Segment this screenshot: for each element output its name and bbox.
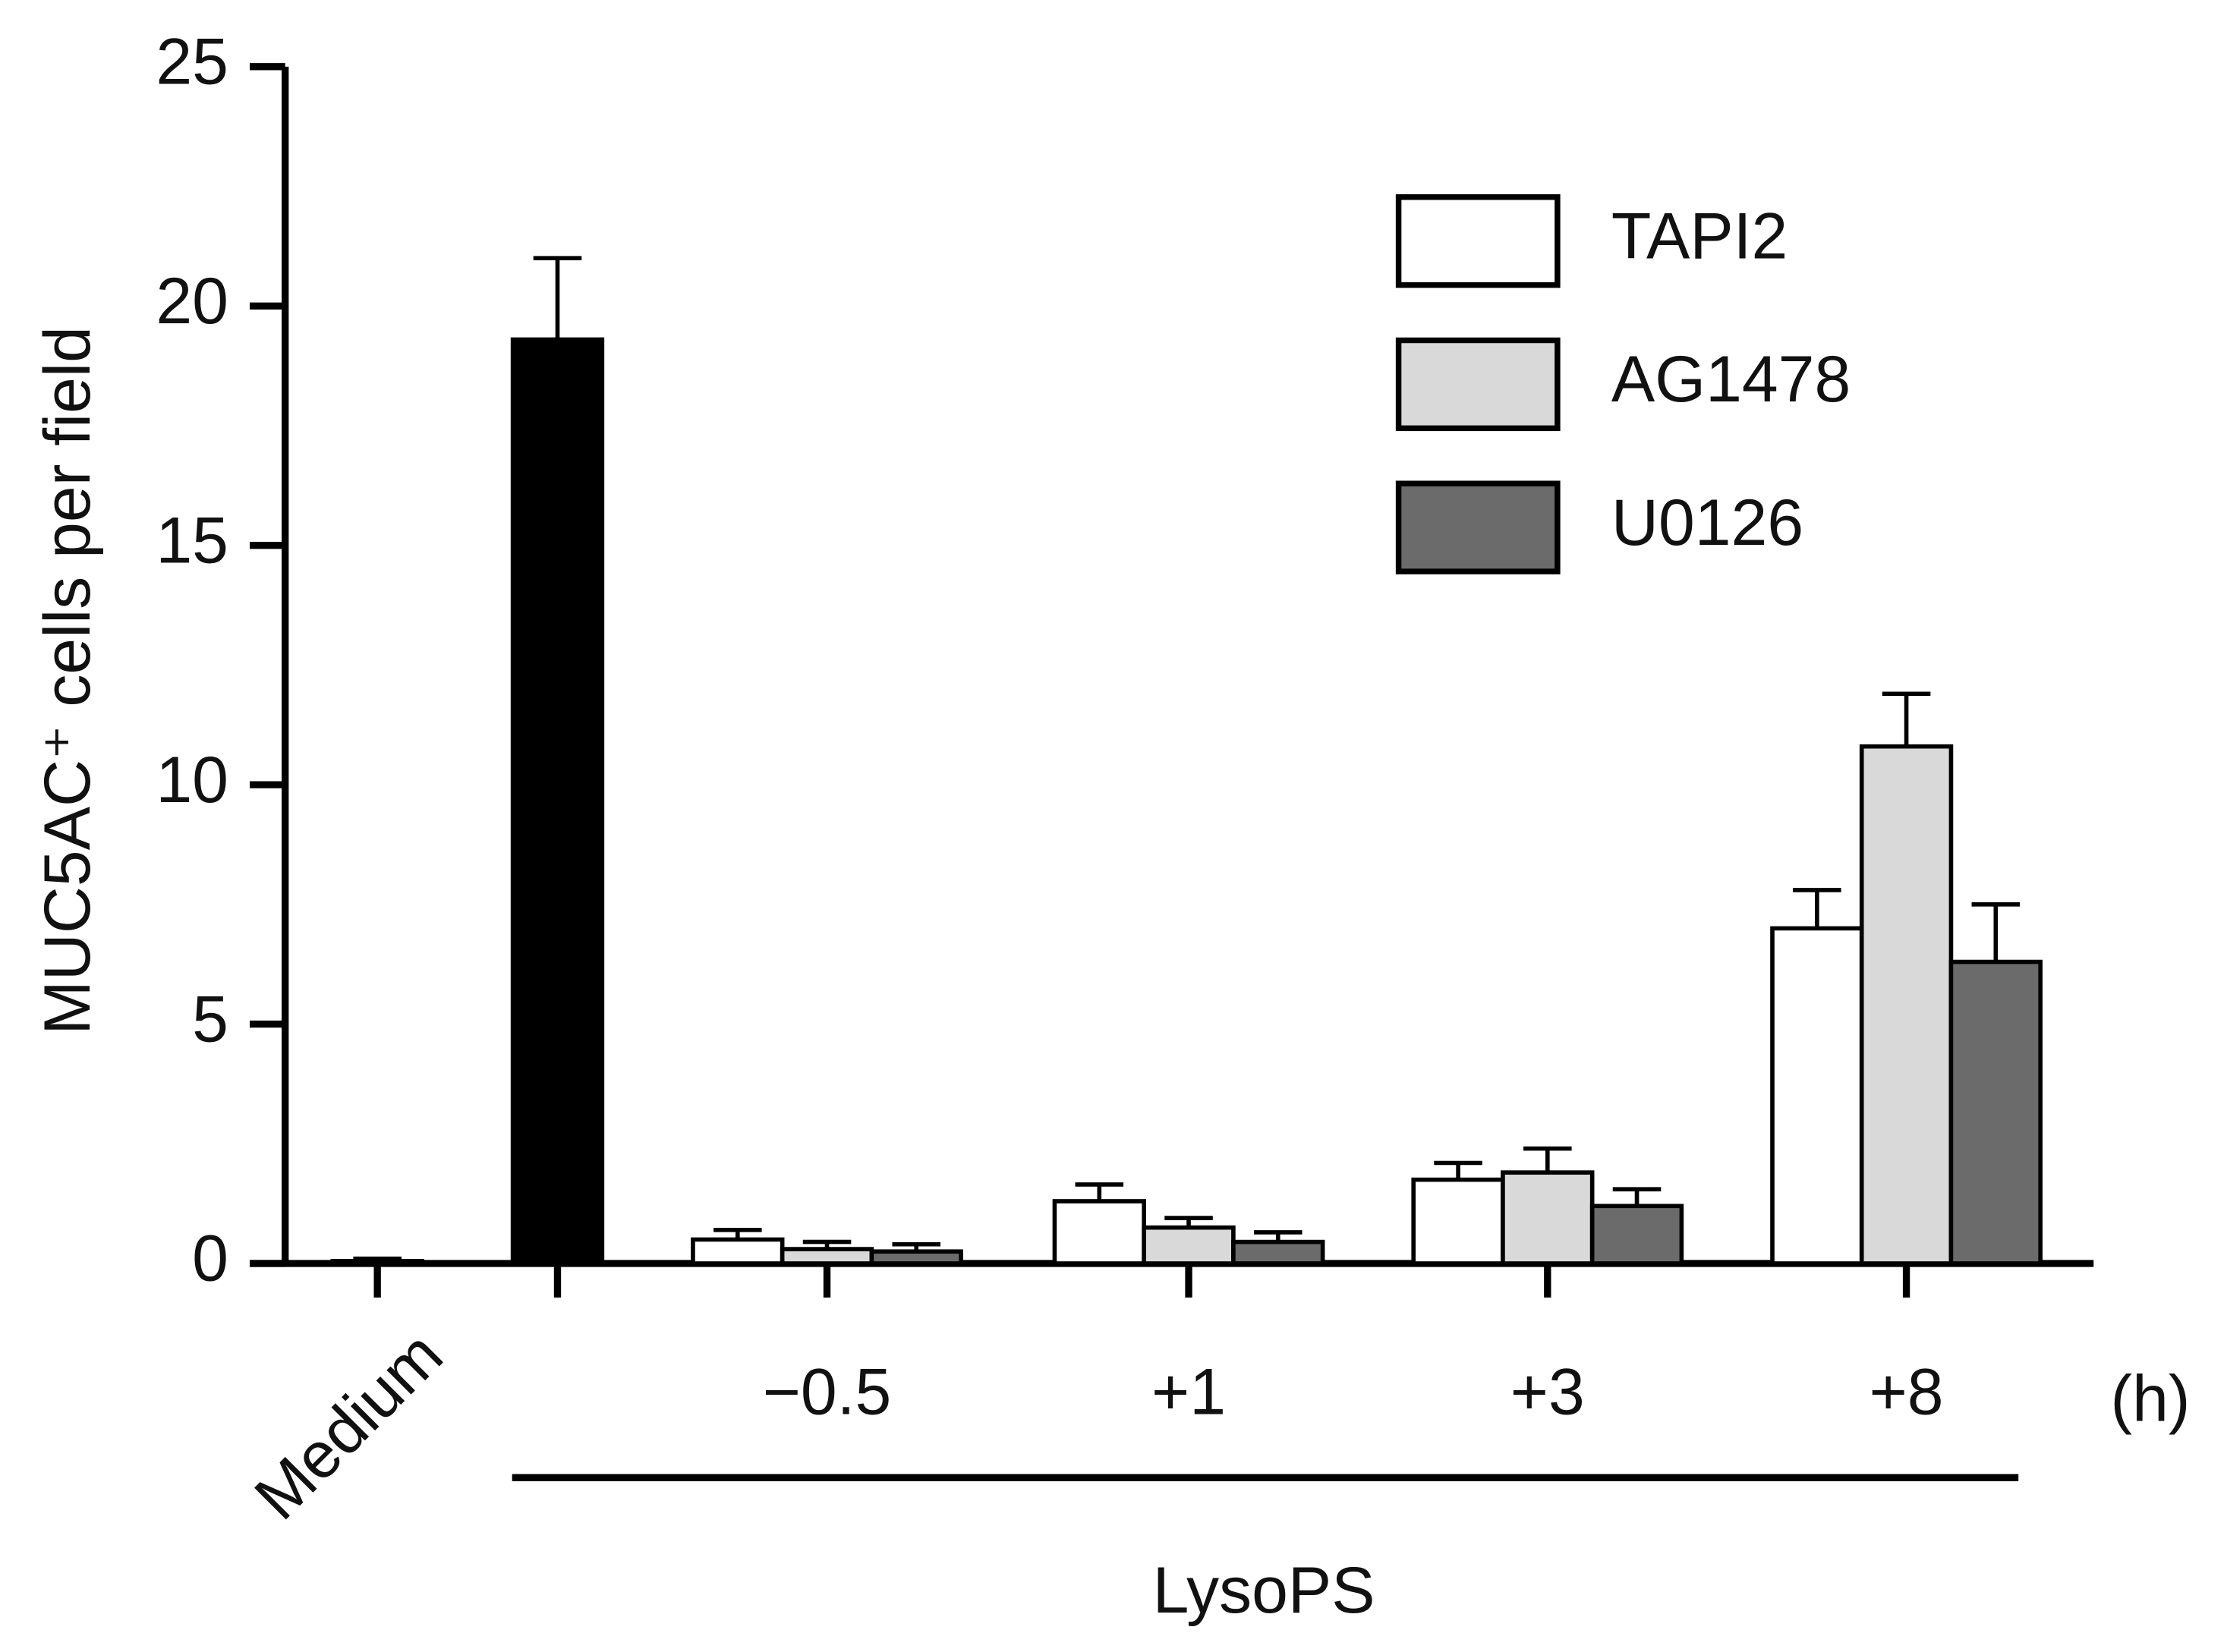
legend-label: TAPI2 xyxy=(1611,200,1788,272)
bar xyxy=(1859,744,1954,1266)
bar xyxy=(1501,1170,1595,1266)
y-tick-label: 0 xyxy=(192,1222,228,1295)
y-tick-label: 5 xyxy=(192,983,228,1056)
x-tick-label: +3 xyxy=(1510,1355,1585,1428)
x-tick-label: +1 xyxy=(1151,1355,1226,1428)
bar xyxy=(1589,1204,1684,1266)
bar xyxy=(780,1247,874,1266)
x-tick-label: +8 xyxy=(1869,1355,1944,1428)
bar xyxy=(691,1237,785,1266)
x-tick-label: Medium xyxy=(241,1318,456,1534)
group-label: LysoPS xyxy=(1153,1554,1375,1627)
x-tick-label: −0.5 xyxy=(763,1355,892,1428)
bar xyxy=(1052,1199,1146,1266)
bar xyxy=(510,337,605,1266)
y-tick-label: 10 xyxy=(156,744,228,817)
y-tick-label: 15 xyxy=(156,504,228,577)
y-tick-label: 20 xyxy=(156,265,228,338)
bar xyxy=(869,1249,963,1266)
bar xyxy=(1770,926,1864,1266)
y-tick-label: 25 xyxy=(156,26,228,99)
bar xyxy=(1231,1239,1325,1266)
y-axis-label: MUC5AC⁺ cells per field xyxy=(31,326,104,1035)
bar xyxy=(1948,959,2043,1266)
bar xyxy=(330,1259,424,1266)
x-unit-label: (h) xyxy=(2110,1363,2190,1436)
legend-swatch xyxy=(1395,337,1561,432)
legend-label: AG1478 xyxy=(1611,343,1851,416)
legend-label: U0126 xyxy=(1611,486,1803,559)
bar xyxy=(1142,1225,1236,1266)
bar xyxy=(1411,1177,1505,1266)
legend-swatch xyxy=(1395,194,1561,288)
legend-swatch xyxy=(1395,480,1561,574)
